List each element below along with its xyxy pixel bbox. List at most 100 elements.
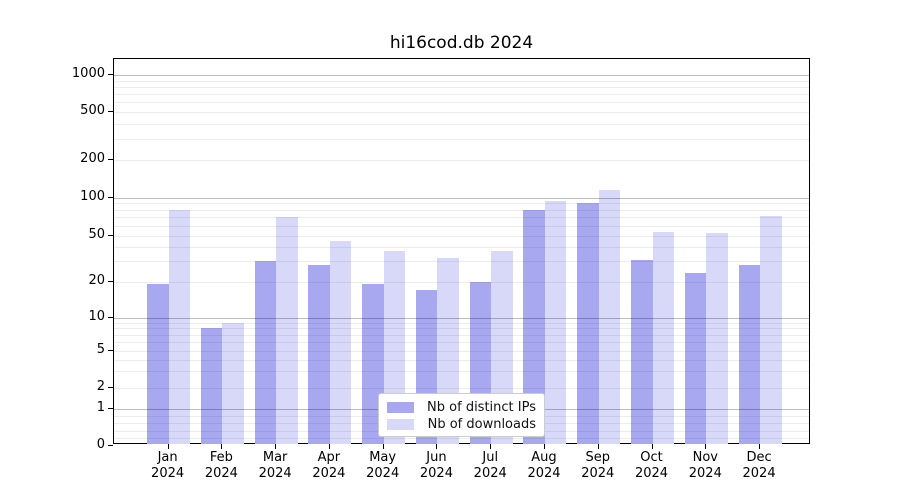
x-tick-mark [167,444,169,449]
legend-swatch-downloads [387,419,414,430]
bar-downloads-feb [222,322,244,444]
gridline [114,75,809,76]
y-tick-mark [108,235,113,236]
x-tick-mark [382,444,384,449]
bar-distinct-ips-oct [631,259,653,444]
gridline [114,160,809,162]
x-tick-mark [328,444,330,449]
x-tick-mark [651,444,653,449]
x-tick-mark [759,444,761,449]
grid-layer [114,59,809,443]
x-tick-label: Jun 2024 [419,450,453,481]
gridline [114,102,809,104]
bar-downloads-sep [598,189,621,444]
x-tick-mark [543,444,545,449]
x-tick-label: Nov 2024 [688,450,722,481]
legend-swatch-distinct-ips [387,402,414,413]
x-tick-label: Oct 2024 [634,450,669,481]
y-tick-label: 50 [88,227,105,242]
bar-downloads-mar [276,217,298,444]
gridline [114,281,809,283]
bar-downloads-oct [652,231,675,444]
legend: Nb of distinct IPs Nb of downloads [378,393,545,437]
gridline [114,261,809,263]
bar-distinct-ips-sep [577,203,599,444]
bar-downloads-apr [329,241,352,444]
x-tick-mark [275,444,277,449]
y-tick-mark [108,444,113,446]
bar-downloads-aug [544,200,567,444]
x-tick-label: Apr 2024 [312,450,346,481]
y-tick-label: 20 [88,272,105,288]
x-tick-mark [597,444,599,449]
bar-downloads-nov [706,232,728,444]
gridline [114,209,809,211]
bar-distinct-ips-dec [738,264,761,444]
x-tick-mark [436,444,438,449]
gridline [114,351,809,352]
legend-label-downloads: Nb of downloads [427,417,536,432]
gridline [114,197,809,199]
x-tick-label: Jul 2024 [473,450,507,481]
gridline [114,334,809,336]
gridline [114,438,809,440]
y-tick-mark [108,74,113,75]
gridline [114,247,809,249]
bar-downloads-jan [168,209,191,444]
x-tick-label: Mar 2024 [258,450,292,481]
bar-distinct-ips-nov [684,272,707,444]
x-tick-label: Aug 2024 [527,450,561,481]
y-tick-label: 1000 [71,66,105,81]
y-tick-mark [108,407,113,409]
bar-distinct-ips-aug [523,209,545,444]
x-tick-mark [221,444,223,449]
y-tick-label: 100 [80,188,105,204]
gridline [114,328,809,330]
gridline [114,342,809,344]
legend-label-distinct-ips: Nb of distinct IPs [427,400,536,415]
bar-distinct-ips-mar [254,261,277,444]
bar-distinct-ips-apr [308,264,330,444]
gridline [114,111,809,113]
gridline [114,123,809,125]
y-tick-label: 5 [96,342,105,357]
bar-distinct-ips-feb [200,328,223,444]
y-tick-mark [108,110,113,112]
y-tick-label: 10 [88,308,105,324]
x-tick-mark [490,444,492,449]
plot-area [113,58,810,444]
legend-item-distinct-ips: Nb of distinct IPs [387,399,536,416]
y-tick-label: 0 [96,436,105,452]
gridline [114,86,809,88]
y-tick-mark [108,196,113,198]
gridline [114,80,809,82]
x-tick-label: Jan 2024 [151,450,185,481]
x-tick-label: Dec 2024 [742,450,776,481]
gridline [114,387,809,389]
gridline [114,371,809,373]
gridline [114,93,809,95]
chart-title: hi16cod.db 2024 [389,33,534,53]
y-tick-mark [108,350,113,351]
gridline [114,225,809,227]
bar-downloads-dec [760,215,782,444]
y-tick-label: 200 [80,151,105,167]
gridline [114,203,809,205]
gridline [114,138,809,140]
bar-distinct-ips-jan [147,284,169,444]
y-tick-label: 500 [80,102,105,118]
x-tick-label: Sep 2024 [581,450,615,481]
x-tick-label: May 2024 [366,450,400,481]
y-tick-mark [108,159,113,161]
gridline [114,317,809,319]
y-tick-mark [108,386,113,388]
gridline [114,236,809,237]
gridline [114,359,809,361]
x-tick-label: Feb 2024 [204,450,238,481]
y-tick-mark [108,280,113,282]
y-tick-label: 2 [96,378,105,394]
legend-item-downloads: Nb of downloads [387,416,536,433]
x-tick-mark [705,444,707,449]
gridline [114,322,809,324]
